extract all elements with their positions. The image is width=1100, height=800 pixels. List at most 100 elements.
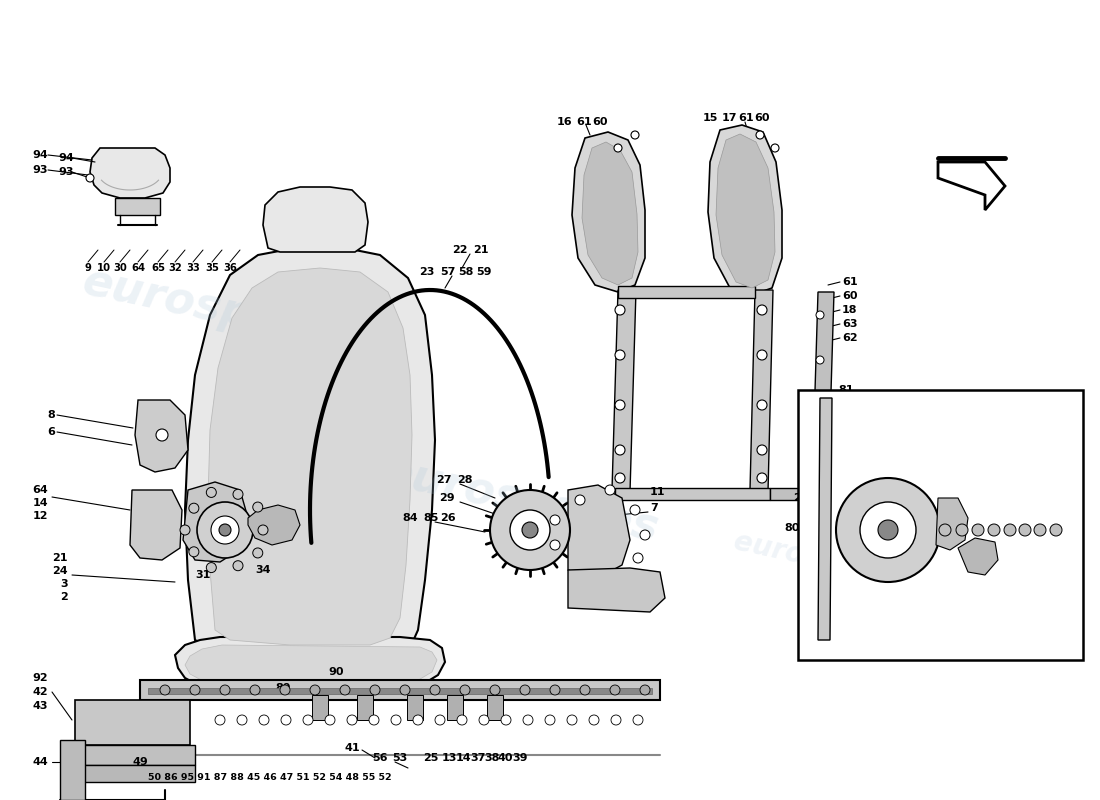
Text: 60: 60 [592,117,607,127]
Text: 19: 19 [812,493,827,503]
Text: 40: 40 [498,753,514,763]
Text: 93: 93 [58,167,74,177]
Circle shape [757,445,767,455]
Circle shape [302,715,313,725]
Text: 9: 9 [85,263,91,273]
Circle shape [860,502,916,558]
Text: 32: 32 [168,263,182,273]
Circle shape [236,715,248,725]
Circle shape [460,685,470,695]
Text: 53: 53 [392,753,407,763]
Text: eurospares: eurospares [378,450,662,550]
Circle shape [430,685,440,695]
Circle shape [500,715,512,725]
Text: 26: 26 [440,513,455,523]
Circle shape [816,404,824,412]
Polygon shape [938,162,1005,210]
Text: 80: 80 [784,523,800,533]
Circle shape [390,715,402,725]
Polygon shape [615,488,770,500]
Text: 50 86 95 91 87 88 45 46 47 51 52 54 48 55 52: 50 86 95 91 87 88 45 46 47 51 52 54 48 5… [148,774,392,782]
Circle shape [610,715,621,725]
Text: 69: 69 [864,595,880,605]
Circle shape [510,510,550,550]
Polygon shape [487,695,503,720]
FancyBboxPatch shape [798,390,1084,660]
Circle shape [258,715,270,725]
Text: 13: 13 [442,753,458,763]
Text: 63: 63 [842,319,858,329]
Circle shape [310,685,320,695]
Text: 18: 18 [842,305,858,315]
Polygon shape [148,688,652,694]
Circle shape [544,715,556,725]
Text: 85: 85 [424,513,439,523]
Polygon shape [183,482,248,562]
Text: 33: 33 [186,263,200,273]
Circle shape [550,685,560,695]
Text: 31: 31 [195,570,210,580]
Text: 6: 6 [47,427,55,437]
Text: 43: 43 [33,701,48,711]
Circle shape [610,685,620,695]
Circle shape [412,715,424,725]
Text: eurospares: eurospares [78,260,362,360]
Polygon shape [818,398,832,640]
Text: 7: 7 [650,503,658,513]
Text: 64: 64 [131,263,145,273]
Circle shape [1004,524,1016,536]
Circle shape [615,350,625,360]
Polygon shape [568,568,666,612]
Text: 20: 20 [793,493,808,503]
Circle shape [575,495,585,505]
Polygon shape [568,485,630,578]
Polygon shape [130,490,182,560]
Text: 17: 17 [722,113,737,123]
Polygon shape [812,292,834,492]
Polygon shape [770,488,835,500]
Circle shape [207,562,217,573]
Text: 94: 94 [32,150,47,160]
Text: 83: 83 [1000,405,1015,415]
Circle shape [190,685,200,695]
Text: 62: 62 [842,333,858,343]
Text: 37: 37 [470,753,485,763]
Circle shape [434,715,446,725]
Text: 64: 64 [32,485,48,495]
Text: 92: 92 [32,673,48,683]
Text: 66: 66 [816,595,832,605]
Text: 11: 11 [650,487,666,497]
Circle shape [253,502,263,512]
Text: 10: 10 [97,263,111,273]
Circle shape [211,516,239,544]
Circle shape [490,685,500,695]
Text: 82: 82 [984,395,1001,405]
Text: 77: 77 [858,515,873,525]
Circle shape [180,525,190,535]
Circle shape [816,356,824,364]
Circle shape [220,685,230,695]
Polygon shape [612,290,636,492]
Text: 89: 89 [275,683,290,693]
Text: 61: 61 [842,277,858,287]
Circle shape [757,473,767,483]
Polygon shape [75,745,195,765]
Circle shape [816,451,824,459]
Circle shape [160,685,170,695]
Text: 36: 36 [223,263,236,273]
Text: 27: 27 [437,475,452,485]
Circle shape [189,503,199,514]
Text: 74: 74 [900,515,915,525]
Circle shape [550,515,560,525]
Circle shape [640,685,650,695]
Text: 67: 67 [836,595,851,605]
Text: 15: 15 [703,113,718,123]
Text: 35: 35 [205,263,219,273]
Text: 14: 14 [32,498,48,508]
Polygon shape [185,645,437,688]
Text: 3: 3 [60,579,68,589]
Circle shape [233,490,243,499]
Polygon shape [572,132,645,292]
Text: 29: 29 [439,493,455,503]
Text: 61: 61 [738,113,754,123]
